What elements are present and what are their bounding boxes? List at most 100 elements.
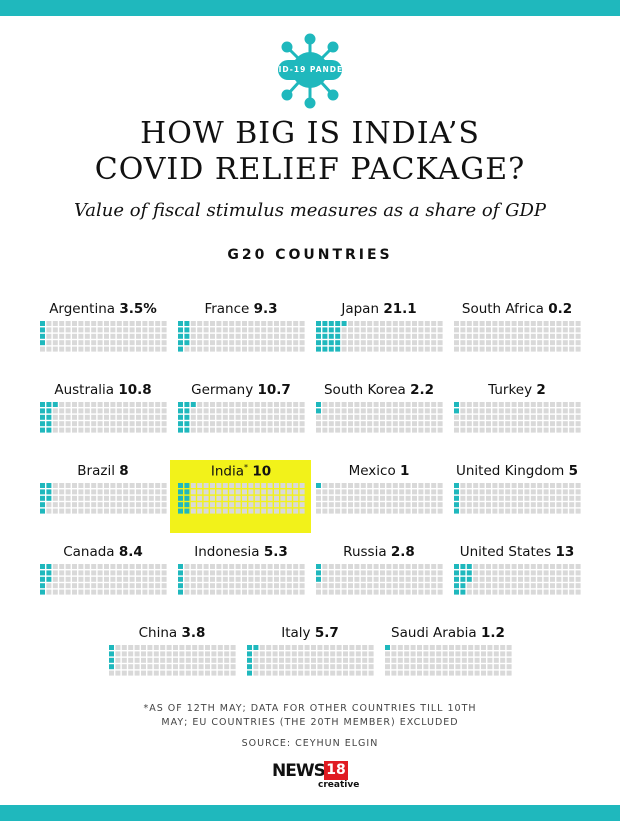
waffle-cell-empty [210, 333, 215, 339]
waffle-cell-empty [46, 583, 52, 589]
waffle-cell-empty [418, 421, 424, 427]
waffle-cell-filled [328, 346, 334, 352]
waffle-cell-empty [229, 502, 235, 508]
country-value: 13 [555, 544, 575, 560]
waffle-cell-empty [216, 564, 222, 569]
waffle-cell-empty [224, 651, 230, 657]
country-name: Argentina [49, 301, 116, 317]
waffle-cell-empty [148, 321, 154, 326]
waffle-cell-filled [184, 321, 190, 326]
waffle-cell-empty [442, 657, 448, 663]
waffle-cell-empty [431, 321, 437, 326]
waffle-cell-filled [460, 570, 466, 576]
waffle-cell-empty [136, 570, 141, 576]
waffle-cell-empty [335, 502, 341, 508]
country-value: 1.2 [481, 625, 505, 641]
waffle-cell-empty [115, 670, 121, 676]
waffle-cell-empty [155, 495, 161, 501]
waffle-cell-empty [197, 583, 203, 589]
waffle-cell-empty [399, 489, 405, 495]
waffle-cell-empty [259, 651, 265, 657]
waffle-grid [40, 483, 167, 514]
waffle-cell-empty [412, 583, 417, 589]
waffle-cell-empty [123, 564, 129, 569]
waffle-cell-empty [267, 333, 273, 339]
waffle-cell-empty [280, 427, 286, 433]
waffle-cell-empty [505, 408, 511, 414]
waffle-cell-empty [405, 427, 411, 433]
country-label-mexico: Mexico 1 [286, 463, 472, 479]
waffle-cell-empty [59, 346, 65, 352]
waffle-cell-empty [518, 402, 523, 407]
waffle-cell-empty [216, 402, 222, 407]
waffle-cell-empty [104, 489, 109, 495]
waffle-cell-empty [65, 502, 71, 508]
waffle-cell-empty [155, 321, 161, 326]
waffle-cell-empty [524, 408, 530, 414]
waffle-cell-empty [373, 483, 379, 488]
waffle-cell-empty [65, 427, 71, 433]
waffle-cell-empty [322, 589, 328, 595]
waffle-cell-empty [322, 421, 328, 427]
waffle-cell-empty [286, 427, 292, 433]
waffle-cell-empty [431, 346, 437, 352]
waffle-cell-empty [72, 402, 77, 407]
waffle-cell-empty [417, 651, 422, 657]
waffle-cell-empty [210, 489, 215, 495]
waffle-cell-empty [229, 589, 235, 595]
waffle-cell-empty [380, 589, 385, 595]
waffle-cell-empty [455, 657, 461, 663]
waffle-cell-empty [360, 414, 366, 420]
waffle-cell-empty [97, 583, 103, 589]
waffle-cell-empty [293, 583, 299, 589]
country-value: 9.3 [253, 301, 278, 317]
waffle-cell-empty [486, 570, 491, 576]
waffle-cell-empty [91, 589, 97, 595]
waffle-cell-empty [115, 645, 121, 650]
waffle-cell-empty [267, 408, 273, 414]
waffle-cell-empty [386, 402, 392, 407]
waffle-cell-empty [155, 576, 161, 582]
waffle-cell-empty [354, 421, 360, 427]
waffle-cell-filled [178, 495, 183, 501]
waffle-cell-empty [505, 421, 511, 427]
waffle-cell-empty [348, 427, 353, 433]
waffle-cell-empty [123, 346, 129, 352]
waffle-cell-empty [410, 670, 416, 676]
waffle-cell-empty [242, 408, 247, 414]
waffle-cell-empty [78, 508, 84, 514]
waffle-cell-empty [147, 664, 153, 670]
waffle-cell-empty [431, 502, 437, 508]
waffle-cell-empty [161, 502, 167, 508]
waffle-cell-empty [155, 427, 161, 433]
waffle-cell-empty [341, 483, 347, 488]
waffle-cell-empty [59, 427, 65, 433]
waffle-cell-empty [299, 333, 305, 339]
waffle-cell-empty [524, 321, 530, 326]
waffle-cell-filled [184, 483, 190, 488]
waffle-cell-empty [136, 564, 141, 569]
waffle-cell-empty [286, 495, 292, 501]
waffle-cell-empty [380, 321, 385, 326]
waffle-cell-empty [104, 583, 109, 589]
waffle-cell-empty [222, 502, 228, 508]
waffle-cell-empty [311, 664, 316, 670]
waffle-cell-empty [261, 570, 267, 576]
waffle-cell-empty [160, 664, 166, 670]
waffle-cell-empty [360, 502, 366, 508]
waffle-cell-empty [274, 570, 279, 576]
waffle-cell-empty [129, 502, 135, 508]
waffle-cell-empty [543, 502, 549, 508]
waffle-cell-empty [142, 408, 148, 414]
waffle-cell-empty [505, 564, 511, 569]
waffle-cell-empty [190, 576, 196, 582]
waffle-cell-empty [335, 402, 341, 407]
waffle-cell-empty [222, 583, 228, 589]
waffle-cell-empty [190, 340, 196, 346]
waffle-cell-empty [148, 489, 154, 495]
waffle-cell-empty [436, 645, 442, 650]
waffle-cell-empty [104, 414, 109, 420]
waffle-cell-filled [184, 408, 190, 414]
waffle-cell-empty [316, 589, 321, 595]
waffle-cell-empty [505, 321, 511, 326]
